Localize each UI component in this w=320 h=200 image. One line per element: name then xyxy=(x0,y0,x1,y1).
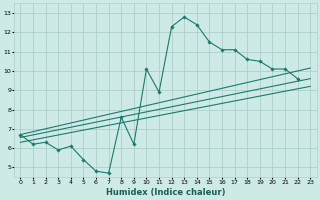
X-axis label: Humidex (Indice chaleur): Humidex (Indice chaleur) xyxy=(106,188,225,197)
